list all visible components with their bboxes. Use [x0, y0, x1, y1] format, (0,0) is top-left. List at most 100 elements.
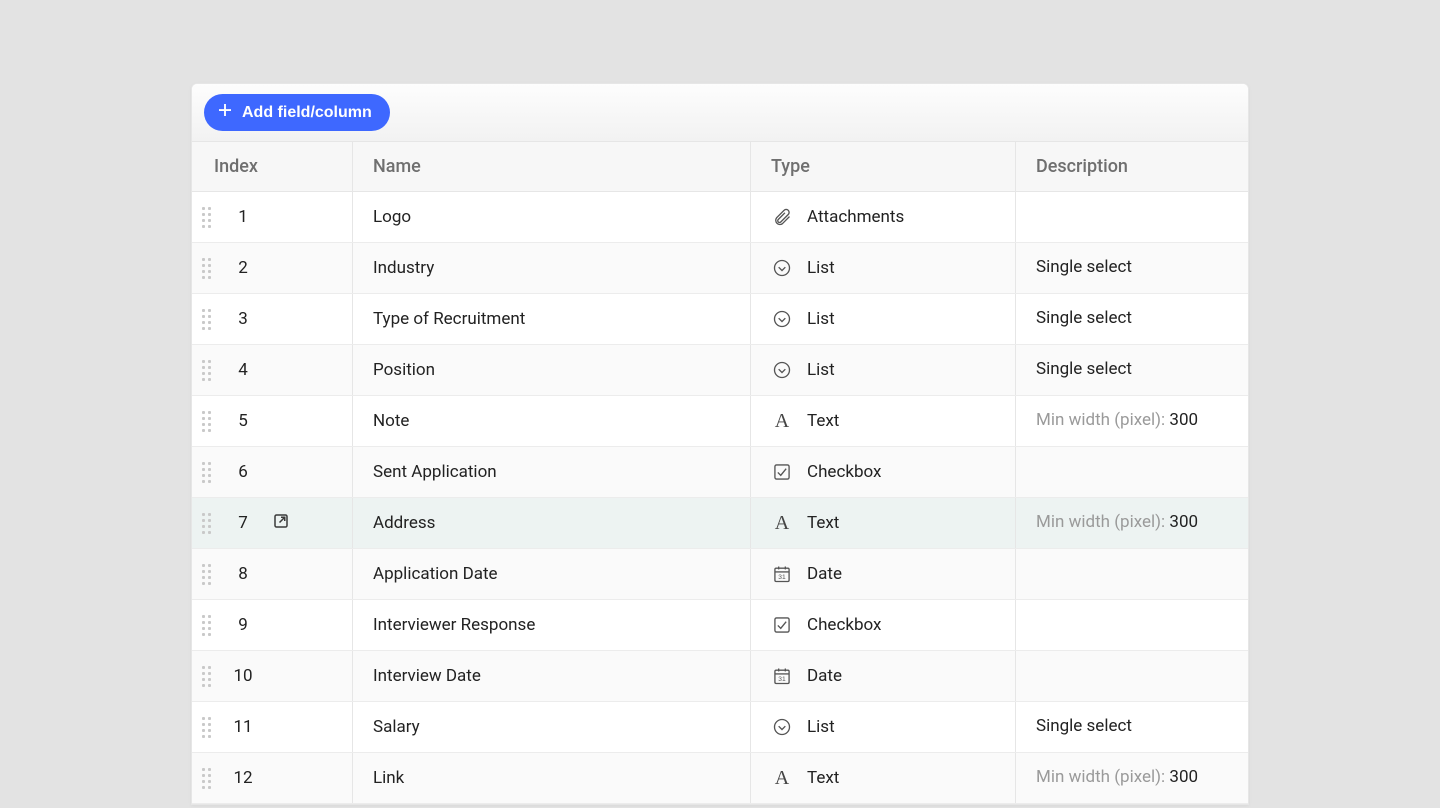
- row-index: 12: [232, 768, 254, 788]
- cell-index: 1: [192, 192, 352, 242]
- drag-handle-icon[interactable]: [202, 257, 214, 279]
- table-row[interactable]: 3 Type of RecruitmentListSingle select: [192, 294, 1248, 345]
- table-row[interactable]: 2IndustryListSingle select: [192, 243, 1248, 294]
- cell-name: Interview Date: [352, 651, 750, 701]
- cell-name: Type of Recruitment: [352, 294, 750, 344]
- cell-description: Single select: [1015, 702, 1248, 752]
- desc-value: 300: [1169, 512, 1198, 532]
- cell-description: Min width (pixel): 300: [1015, 396, 1248, 446]
- drag-handle-icon[interactable]: [202, 206, 214, 228]
- type-label: List: [807, 258, 835, 278]
- drag-handle-icon[interactable]: [202, 410, 214, 432]
- table-row[interactable]: 9 Interviewer Response Checkbox: [192, 600, 1248, 651]
- row-index: 1: [232, 207, 254, 227]
- svg-text:31: 31: [778, 574, 786, 581]
- cell-name: Interviewer Response: [352, 600, 750, 650]
- cell-name: Sent Application: [352, 447, 750, 497]
- drag-handle-icon[interactable]: [202, 767, 214, 789]
- row-index: 3: [232, 309, 254, 329]
- drag-handle-icon[interactable]: [202, 614, 214, 636]
- row-index: 9: [232, 615, 254, 635]
- table-row[interactable]: 7AddressATextMin width (pixel): 300: [192, 498, 1248, 549]
- cell-type: Checkbox: [750, 447, 1015, 497]
- type-label: Text: [807, 768, 839, 788]
- calendar-icon: 31: [771, 563, 793, 585]
- add-field-button[interactable]: Add field/column: [204, 94, 390, 131]
- chevron-down-circle-icon: [771, 716, 793, 738]
- table-row[interactable]: 5 NoteATextMin width (pixel): 300: [192, 396, 1248, 447]
- drag-handle-icon[interactable]: [202, 665, 214, 687]
- attachment-icon: [771, 206, 793, 228]
- cell-index: 9: [192, 600, 352, 650]
- row-index: 8: [232, 564, 254, 584]
- table-row[interactable]: 11SalaryListSingle select: [192, 702, 1248, 753]
- type-label: Date: [807, 666, 842, 686]
- cell-index: 3: [192, 294, 352, 344]
- type-label: Checkbox: [807, 615, 881, 635]
- row-index: 5: [232, 411, 254, 431]
- cell-type: List: [750, 345, 1015, 395]
- type-label: Text: [807, 513, 839, 533]
- drag-handle-icon[interactable]: [202, 512, 214, 534]
- type-label: Text: [807, 411, 839, 431]
- chevron-down-circle-icon: [771, 359, 793, 381]
- row-index: 7: [232, 513, 254, 533]
- table-body: 1LogoAttachments2IndustryListSingle sele…: [192, 192, 1248, 804]
- text-a-icon: A: [771, 512, 793, 534]
- table-row[interactable]: 6 Sent Application Checkbox: [192, 447, 1248, 498]
- header-index: Index: [192, 142, 352, 191]
- chevron-down-circle-icon: [771, 257, 793, 279]
- desc-value: 300: [1169, 410, 1198, 430]
- drag-handle-icon[interactable]: [202, 461, 214, 483]
- header-type: Type: [750, 142, 1015, 191]
- cell-index: 5: [192, 396, 352, 446]
- table-row[interactable]: 8 Application Date 31 Date: [192, 549, 1248, 600]
- cell-type: Attachments: [750, 192, 1015, 242]
- table-row[interactable]: 10Interview Date31Date: [192, 651, 1248, 702]
- type-label: List: [807, 360, 835, 380]
- cell-type: AText: [750, 753, 1015, 803]
- cell-description: Min width (pixel): 300: [1015, 753, 1248, 803]
- cell-index: 11: [192, 702, 352, 752]
- cell-name: Application Date: [352, 549, 750, 599]
- cell-description: [1015, 600, 1248, 650]
- type-label: Date: [807, 564, 842, 584]
- drag-handle-icon[interactable]: [202, 308, 214, 330]
- header-description: Description: [1015, 142, 1248, 191]
- cell-index: 4: [192, 345, 352, 395]
- table-row[interactable]: 1 Logo Attachments: [192, 192, 1248, 243]
- type-label: Checkbox: [807, 462, 881, 482]
- open-row-icon[interactable]: [272, 512, 290, 535]
- cell-name: Note: [352, 396, 750, 446]
- cell-type: List: [750, 243, 1015, 293]
- cell-description: [1015, 549, 1248, 599]
- type-label: Attachments: [807, 207, 904, 227]
- cell-description: [1015, 192, 1248, 242]
- checkbox-icon: [771, 461, 793, 483]
- cell-description: [1015, 447, 1248, 497]
- drag-handle-icon[interactable]: [202, 563, 214, 585]
- table-row[interactable]: 12LinkATextMin width (pixel): 300: [192, 753, 1248, 804]
- cell-type: List: [750, 294, 1015, 344]
- row-index: 2: [232, 258, 254, 278]
- add-field-label: Add field/column: [242, 104, 372, 122]
- desc-prefix: Min width (pixel):: [1036, 512, 1169, 532]
- cell-name: Industry: [352, 243, 750, 293]
- drag-handle-icon[interactable]: [202, 359, 214, 381]
- type-label: List: [807, 717, 835, 737]
- table-row[interactable]: 4PositionListSingle select: [192, 345, 1248, 396]
- cell-name: Logo: [352, 192, 750, 242]
- checkbox-icon: [771, 614, 793, 636]
- table-header: Index Name Type Description: [192, 142, 1248, 192]
- row-index: 4: [232, 360, 254, 380]
- drag-handle-icon[interactable]: [202, 716, 214, 738]
- row-index: 11: [232, 717, 254, 737]
- cell-index: 6: [192, 447, 352, 497]
- row-index: 6: [232, 462, 254, 482]
- plus-icon: [216, 101, 234, 124]
- desc-prefix: Min width (pixel):: [1036, 767, 1169, 787]
- cell-type: List: [750, 702, 1015, 752]
- cell-type: AText: [750, 396, 1015, 446]
- cell-type: 31 Date: [750, 549, 1015, 599]
- cell-description: Single select: [1015, 294, 1248, 344]
